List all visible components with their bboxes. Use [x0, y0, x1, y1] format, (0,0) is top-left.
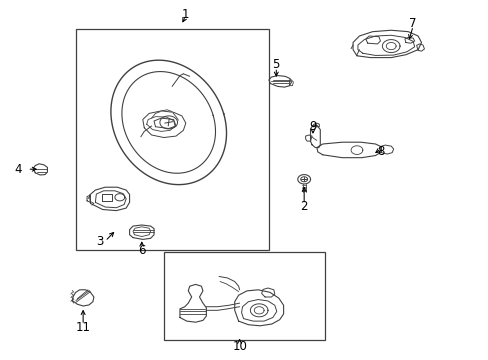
- Text: 1: 1: [182, 8, 189, 21]
- Text: 9: 9: [308, 120, 316, 132]
- Text: 8: 8: [377, 145, 385, 158]
- Text: 3: 3: [96, 235, 104, 248]
- Bar: [76, 29, 268, 250]
- Text: 6: 6: [138, 244, 145, 257]
- Text: 4: 4: [15, 163, 22, 176]
- Text: 11: 11: [76, 321, 90, 334]
- Bar: [163, 252, 325, 340]
- Text: 2: 2: [300, 201, 307, 213]
- Text: 7: 7: [408, 17, 416, 30]
- Text: 10: 10: [232, 340, 246, 353]
- Text: 5: 5: [272, 58, 280, 71]
